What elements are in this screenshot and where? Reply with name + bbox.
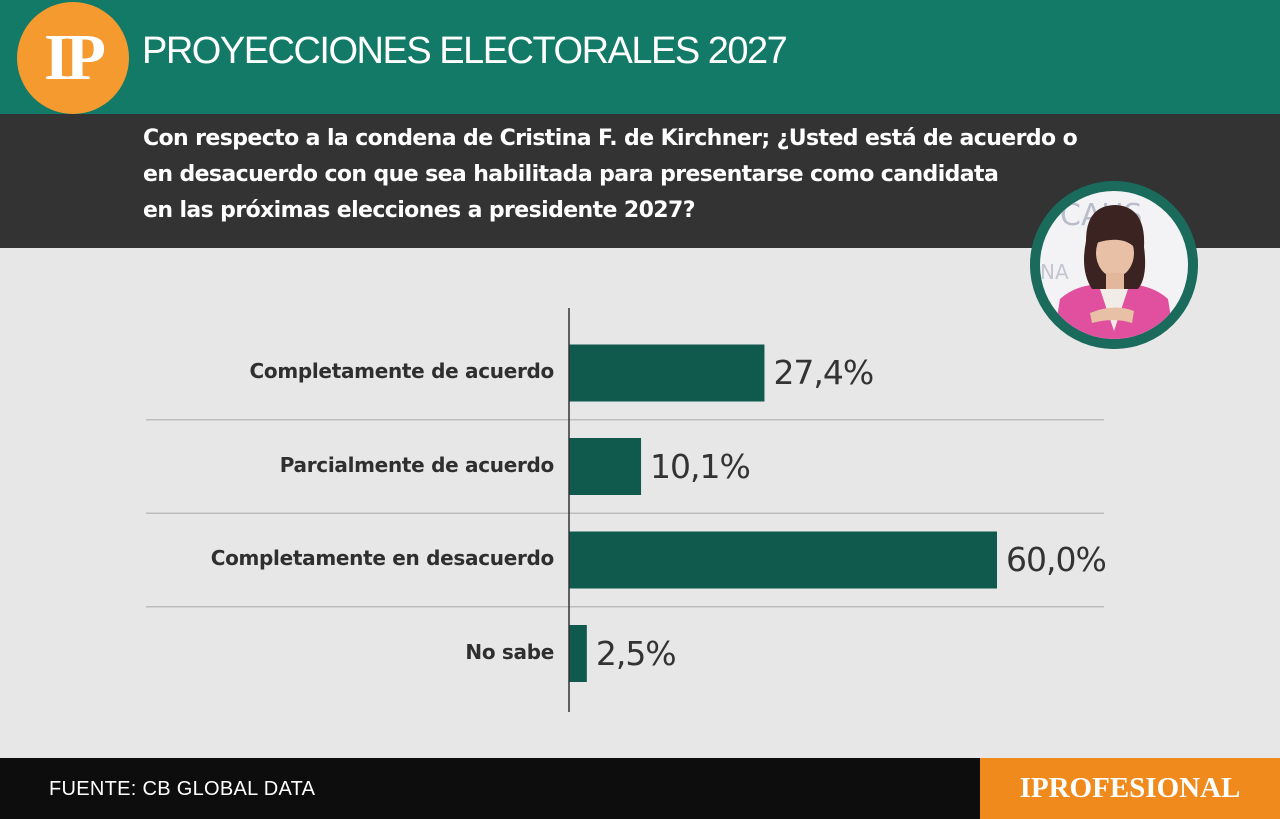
value-label: 60,0% [1005,540,1107,579]
bar [569,531,997,589]
bar [569,625,587,682]
svg-text:NA: NA [1040,260,1069,284]
value-label: 2,5% [595,633,677,673]
bar-chart: Completamente de acuerdo 27,4% Parcialment… [0,248,1280,758]
value-label: 27,4% [773,353,874,392]
category-label: Completamente en desacuerdo [210,546,555,570]
brand-logo: IPROFESIONAL [980,758,1280,819]
brand-text: IPROFESIONAL [1019,772,1241,804]
header-band [0,0,1280,114]
question-line: en desacuerdo con que sea habilitada par… [143,162,999,187]
candidate-photo: CAUS NA [1030,181,1198,349]
question-line: en las próximas elecciones a presidente … [143,198,695,223]
logo-text: IP [44,21,106,94]
bar [569,344,765,402]
category-label: No sabe [465,639,554,664]
question-line: Con respecto a la condena de Cristina F.… [143,126,1078,151]
ip-logo: IP [17,2,129,114]
page-title: PROYECCIONES ELECTORALES 2027 [142,30,788,72]
category-label: Parcialmente de acuerdo [279,452,555,477]
source-text: FUENTE: CB GLOBAL DATA [49,778,316,800]
category-label: Completamente de acuerdo [249,359,555,383]
value-label: 10,1% [650,446,751,486]
question-text: Con respecto a la condena de Cristina F.… [143,121,1133,229]
chart-plot [146,308,1104,712]
bar [569,438,642,495]
